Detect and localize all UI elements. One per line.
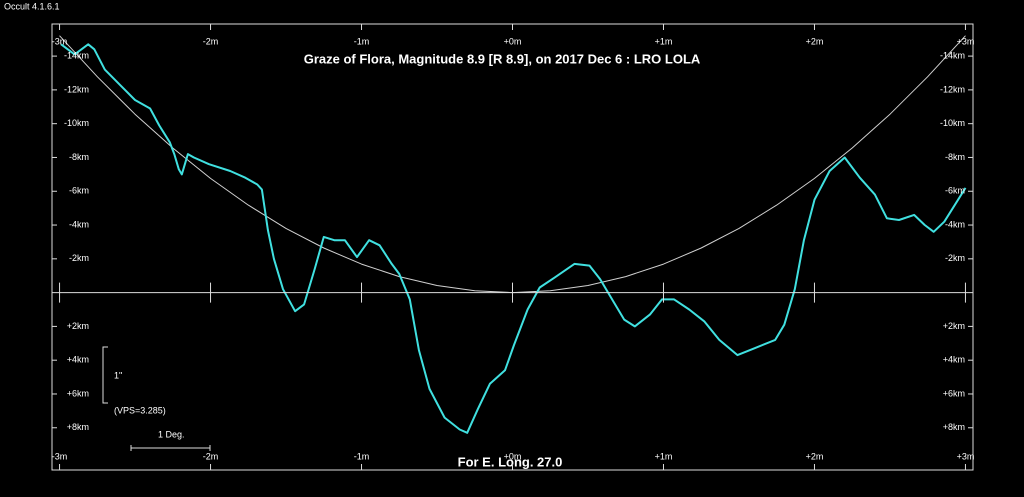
- y-tick-label: +8km: [943, 422, 965, 432]
- y-tick-label: -14km: [940, 50, 965, 60]
- scale-bar: [102, 346, 108, 404]
- footer: For E. Long. 27.0: [458, 454, 563, 469]
- y-tick-label: -2km: [945, 253, 965, 263]
- x-tick-label: +1m: [655, 36, 673, 46]
- y-tick-label: +6km: [67, 388, 89, 398]
- degree-bar: [130, 445, 211, 451]
- y-tick-label: -12km: [64, 84, 89, 94]
- y-tick-label: -14km: [64, 50, 89, 60]
- degree-label: 1 Deg.: [158, 429, 185, 439]
- y-tick-label: -8km: [945, 152, 965, 162]
- y-tick-label: -6km: [945, 186, 965, 196]
- x-tick-label: +1m: [655, 451, 673, 461]
- y-tick-label: -4km: [69, 219, 89, 229]
- scale-label: 1": [114, 370, 122, 380]
- graze-curve: [59, 35, 966, 294]
- y-tick-label: -10km: [64, 118, 89, 128]
- frame: [51, 23, 974, 471]
- y-tick-label: +6km: [943, 388, 965, 398]
- x-tick-label: -3m: [52, 36, 68, 46]
- x-tick-label: -2m: [203, 451, 219, 461]
- x-tick-label: +3m: [957, 451, 975, 461]
- y-tick-label: +2km: [943, 321, 965, 331]
- x-tick-label: +2m: [806, 36, 824, 46]
- x-tick-label: -1m: [354, 36, 370, 46]
- chart-title: Graze of Flora, Magnitude 8.9 [R 8.9], o…: [304, 51, 701, 66]
- x-tick-label: +3m: [957, 36, 975, 46]
- y-tick-label: +2km: [67, 321, 89, 331]
- x-tick-label: -3m: [52, 451, 68, 461]
- y-tick-label: -4km: [945, 219, 965, 229]
- vps-label: (VPS=3.285): [114, 405, 166, 415]
- x-tick-label: -2m: [203, 36, 219, 46]
- y-tick-label: +4km: [943, 355, 965, 365]
- y-tick-label: -10km: [940, 118, 965, 128]
- y-tick-label: +4km: [67, 355, 89, 365]
- y-tick-label: -12km: [940, 84, 965, 94]
- y-tick-label: +8km: [67, 422, 89, 432]
- x-tick-label: +0m: [504, 36, 522, 46]
- software-label: Occult 4.1.6.1: [4, 1, 60, 11]
- x-tick-label: -1m: [354, 451, 370, 461]
- y-tick-label: -6km: [69, 186, 89, 196]
- x-tick-label: +0m: [504, 451, 522, 461]
- y-tick-label: -8km: [69, 152, 89, 162]
- y-tick-label: -2km: [69, 253, 89, 263]
- plot-area: [59, 35, 967, 434]
- x-tick-label: +2m: [806, 451, 824, 461]
- limb-profile: [60, 43, 967, 434]
